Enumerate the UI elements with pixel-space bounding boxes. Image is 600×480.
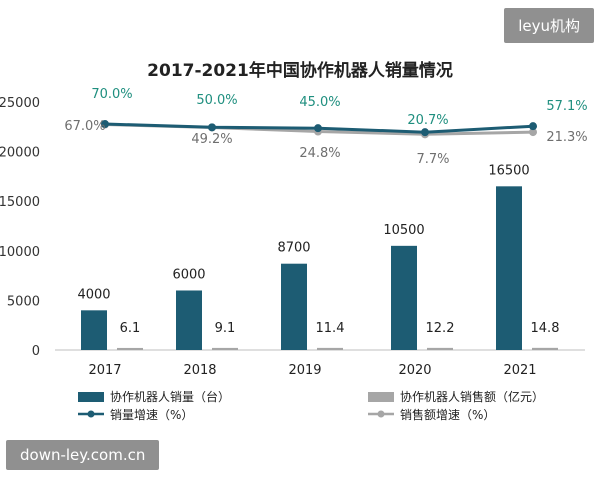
- bar-sales: [176, 290, 202, 350]
- bar-sales-label: 16500: [488, 163, 529, 178]
- bar-revenue: [317, 347, 343, 350]
- revenue-growth-point: [529, 128, 537, 137]
- revenue-growth-label: 49.2%: [191, 132, 232, 147]
- y-tick-label: 10000: [0, 245, 40, 260]
- chart-title: 2017-2021年中国协作机器人销量情况: [147, 60, 453, 81]
- y-tick-label: 5000: [7, 294, 40, 309]
- legend-swatch-revenue-growth-dot: [377, 410, 385, 418]
- x-tick-label: 2021: [503, 363, 536, 378]
- bar-revenue-label: 6.1: [120, 321, 141, 336]
- y-tick-label: 25000: [0, 96, 40, 111]
- legend-swatch-sales-growth-dot: [87, 410, 95, 418]
- bar-sales-label: 8700: [277, 241, 310, 256]
- bar-revenue: [117, 347, 143, 350]
- revenue-growth-label: 24.8%: [299, 146, 340, 161]
- bar-sales: [81, 310, 107, 350]
- bar-sales-label: 6000: [172, 267, 205, 282]
- x-tick-label: 2018: [183, 363, 216, 378]
- revenue-growth-label: 67.0%: [64, 119, 105, 134]
- legend-swatch-sales-bar: [78, 392, 104, 402]
- legend-swatch-revenue-bar: [368, 392, 394, 402]
- legend-label: 销售额增速（%）: [400, 407, 495, 422]
- x-tick-label: 2017: [88, 363, 121, 378]
- bar-sales: [496, 186, 522, 350]
- sales-growth-point: [208, 123, 216, 132]
- watermark-top-right: leyu机构: [504, 8, 594, 43]
- bar-sales-label: 4000: [77, 287, 110, 302]
- x-tick-label: 2020: [398, 363, 431, 378]
- bar-revenue: [532, 347, 558, 350]
- sales-growth-point: [314, 124, 322, 133]
- bar-revenue-label: 11.4: [316, 321, 345, 336]
- legend-label: 协作机器人销售额（亿元）: [400, 389, 544, 404]
- bar-sales: [281, 263, 307, 350]
- y-tick-label: 0: [32, 344, 40, 359]
- y-tick-label: 15000: [0, 195, 40, 210]
- sales-growth-label: 57.1%: [546, 99, 587, 114]
- bar-revenue-label: 14.8: [531, 321, 560, 336]
- bar-sales: [391, 245, 417, 350]
- sales-growth-point: [101, 120, 109, 129]
- bar-revenue: [427, 347, 453, 350]
- bar-revenue-label: 9.1: [215, 321, 236, 336]
- watermark-bottom-left: down-ley.com.cn: [6, 440, 160, 470]
- sales-growth-label: 70.0%: [91, 87, 132, 102]
- sales-growth-label: 50.0%: [196, 93, 237, 108]
- sales-growth-point: [421, 128, 429, 137]
- bar-revenue-label: 12.2: [426, 321, 455, 336]
- revenue-growth-label: 7.7%: [416, 152, 449, 167]
- bar-sales-label: 10500: [383, 223, 424, 238]
- bar-revenue: [212, 347, 238, 350]
- revenue-growth-label: 21.3%: [546, 130, 587, 145]
- x-tick-label: 2019: [288, 363, 321, 378]
- sales-growth-label: 45.0%: [299, 95, 340, 110]
- y-tick-label: 20000: [0, 146, 40, 161]
- legend-label: 销量增速（%）: [110, 408, 193, 422]
- sales-growth-label: 20.7%: [407, 113, 448, 128]
- sales-growth-point: [529, 122, 537, 131]
- legend-label: 协作机器人销量（台）: [110, 389, 230, 404]
